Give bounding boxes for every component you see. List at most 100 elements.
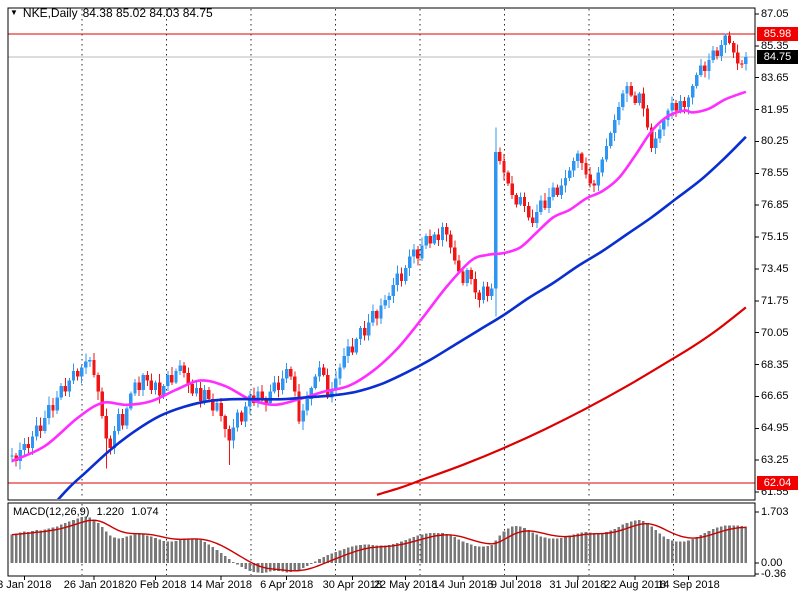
price-axis-label: 81.95 bbox=[761, 103, 789, 116]
date-axis-label: 14 Jun 2018 bbox=[432, 579, 494, 591]
candle bbox=[412, 249, 416, 257]
candle bbox=[440, 226, 445, 240]
candle bbox=[371, 311, 375, 323]
candle bbox=[59, 386, 63, 398]
candle bbox=[149, 380, 154, 390]
candle bbox=[539, 200, 543, 212]
candle bbox=[264, 399, 268, 403]
ohlc-values: 84.38 85.02 84.03 84.75 bbox=[82, 6, 213, 20]
candle bbox=[321, 367, 326, 375]
candle bbox=[186, 372, 190, 385]
candle bbox=[535, 211, 539, 224]
candle bbox=[531, 217, 535, 224]
candle bbox=[260, 391, 264, 400]
price-axis-label: 63.25 bbox=[761, 454, 789, 467]
candle bbox=[239, 412, 244, 422]
price-badge-current-bid: 84.75 bbox=[757, 50, 798, 65]
price-axis-label: 80.25 bbox=[761, 135, 789, 148]
candle bbox=[408, 256, 412, 268]
candle bbox=[162, 386, 166, 396]
candle bbox=[432, 234, 436, 244]
date-axis-label: 9 Jul 2018 bbox=[490, 579, 542, 591]
candle bbox=[502, 161, 506, 173]
price-axis-label: 85.35 bbox=[761, 39, 789, 52]
price-axis-label: 83.65 bbox=[761, 71, 789, 84]
symbol-dropdown-arrow-icon[interactable]: ▼ bbox=[10, 8, 18, 17]
candle bbox=[112, 431, 117, 448]
candle bbox=[174, 371, 178, 383]
candle bbox=[182, 365, 186, 373]
candle bbox=[641, 93, 646, 109]
date-axis-label: 26 Jan 2018 bbox=[63, 579, 125, 591]
price-axis-label: 87.05 bbox=[761, 8, 789, 20]
candle bbox=[563, 178, 568, 186]
candle bbox=[744, 57, 748, 65]
candle bbox=[453, 247, 457, 261]
candle bbox=[92, 359, 96, 375]
candle bbox=[153, 382, 158, 390]
macd-signal-line bbox=[11, 519, 746, 572]
candle bbox=[469, 269, 473, 280]
macd-main-value: 1.220 bbox=[96, 506, 125, 518]
candle bbox=[104, 416, 108, 439]
candle bbox=[190, 384, 195, 394]
candle bbox=[428, 236, 432, 244]
candle bbox=[711, 50, 715, 60]
candle bbox=[88, 359, 92, 362]
candle bbox=[338, 367, 342, 379]
candle bbox=[633, 95, 637, 104]
candle bbox=[449, 234, 453, 248]
candle bbox=[47, 404, 51, 418]
candle bbox=[268, 391, 272, 403]
candle bbox=[621, 93, 625, 107]
price-axis-label: 66.65 bbox=[761, 390, 789, 403]
candle bbox=[207, 389, 211, 400]
candle bbox=[334, 378, 338, 390]
candle bbox=[219, 402, 223, 417]
candle bbox=[30, 436, 35, 448]
candle bbox=[280, 378, 285, 390]
candle bbox=[461, 271, 465, 283]
candle bbox=[567, 170, 572, 179]
candle bbox=[629, 86, 633, 96]
candle bbox=[145, 374, 149, 381]
candle bbox=[166, 374, 170, 387]
candle bbox=[420, 245, 424, 259]
macd-name: MACD(12,26,9) bbox=[13, 506, 90, 518]
candle bbox=[256, 391, 260, 403]
candle bbox=[465, 269, 469, 283]
candle bbox=[379, 305, 383, 319]
candle bbox=[649, 127, 654, 149]
candle bbox=[289, 369, 293, 377]
candle bbox=[203, 389, 207, 402]
candle bbox=[604, 146, 609, 160]
candle bbox=[477, 292, 482, 300]
candle bbox=[22, 444, 26, 450]
candle bbox=[137, 382, 141, 390]
candle bbox=[699, 65, 703, 75]
candle bbox=[39, 425, 43, 432]
candle bbox=[551, 187, 555, 197]
candle bbox=[723, 35, 728, 45]
candle bbox=[424, 236, 428, 246]
candle bbox=[367, 322, 371, 336]
candle bbox=[637, 93, 641, 104]
candle bbox=[678, 101, 682, 111]
candle bbox=[387, 296, 391, 300]
date-axis-label: 22 Aug 2018 bbox=[604, 579, 667, 591]
candle bbox=[485, 286, 490, 297]
candle bbox=[592, 183, 596, 186]
candle bbox=[670, 103, 674, 111]
candle bbox=[317, 367, 322, 377]
chart-title: ▼ NKE,Daily 84.38 85.02 84.03 84.75 bbox=[10, 6, 213, 20]
candle bbox=[330, 389, 334, 398]
candle bbox=[121, 414, 125, 426]
candle bbox=[645, 108, 650, 128]
date-axis-label: 30 Apr 2018 bbox=[322, 579, 382, 591]
candle bbox=[84, 361, 88, 368]
candle bbox=[703, 65, 707, 72]
candle bbox=[170, 374, 174, 383]
candle bbox=[736, 52, 740, 64]
candle bbox=[223, 416, 227, 430]
